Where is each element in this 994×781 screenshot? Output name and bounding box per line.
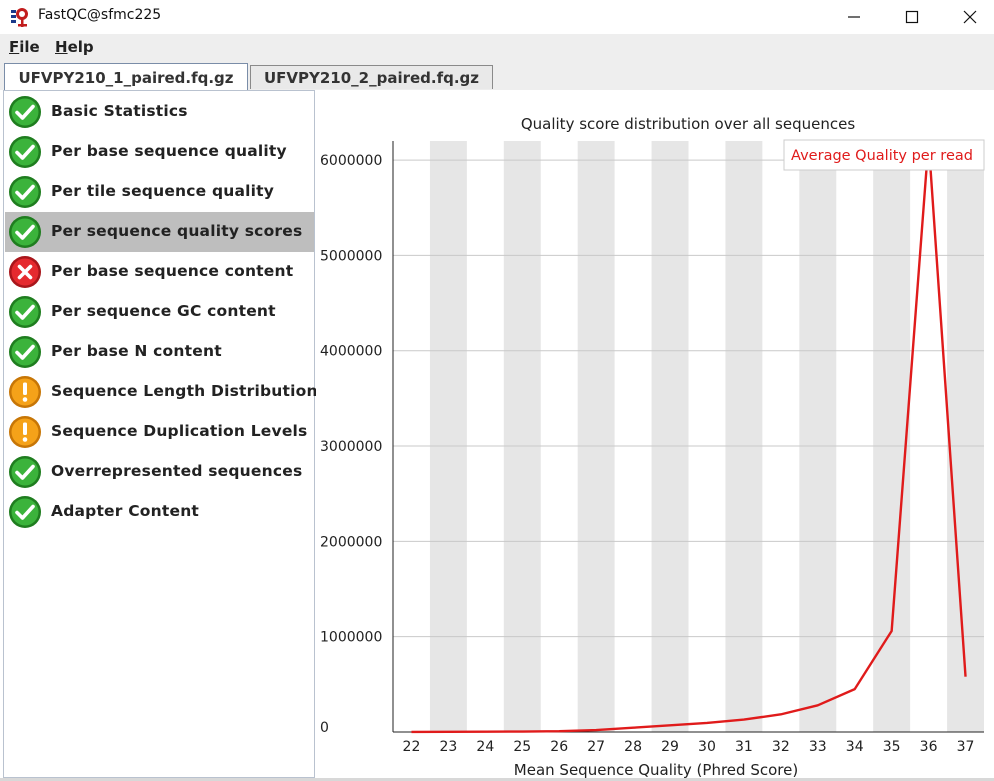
x-tick-label: 22 bbox=[403, 739, 421, 755]
x-tick-label: 29 bbox=[661, 739, 679, 755]
minimize-icon bbox=[848, 16, 860, 18]
pass-check-icon bbox=[9, 96, 41, 128]
module-label: Per base sequence content bbox=[51, 262, 294, 280]
module-sequence-length-distribution[interactable]: Sequence Length Distribution bbox=[5, 372, 318, 412]
x-tick-label: 25 bbox=[513, 739, 531, 755]
menu-bar: File Help bbox=[0, 34, 994, 60]
module-basic-statistics[interactable]: Basic Statistics bbox=[5, 92, 314, 132]
module-per-tile-sequence-quality[interactable]: Per tile sequence quality bbox=[5, 172, 314, 212]
x-tick-label: 30 bbox=[698, 739, 716, 755]
tab-file-1-label: UFVPY210_1_paired.fq.gz bbox=[18, 68, 234, 87]
chart-band bbox=[873, 141, 911, 732]
chart-panel: 0 1000000 2000000 3000000 4000000 5000000 6000… bbox=[316, 90, 994, 781]
module-label: Per sequence GC content bbox=[51, 302, 276, 320]
x-tick-label: 37 bbox=[957, 739, 975, 755]
module-label: Basic Statistics bbox=[51, 102, 188, 120]
file-tab-strip: UFVPY210_1_paired.fq.gz UFVPY210_2_paire… bbox=[0, 60, 994, 91]
maximize-button[interactable] bbox=[882, 0, 942, 34]
module-list: Basic Statistics Per base sequence quali… bbox=[3, 90, 318, 778]
menu-help[interactable]: Help bbox=[55, 38, 94, 56]
pass-check-icon bbox=[9, 456, 41, 488]
title-bar: FastQC@sfmc225 bbox=[0, 0, 994, 34]
chart-x-axis-label: Mean Sequence Quality (Phred Score) bbox=[514, 761, 798, 779]
warning-exclamation-icon bbox=[9, 376, 41, 408]
pass-check-icon bbox=[9, 176, 41, 208]
y-tick-label: 3000000 bbox=[320, 439, 382, 455]
fastqc-app-icon bbox=[11, 8, 28, 27]
module-label: Adapter Content bbox=[51, 502, 200, 520]
x-tick-label: 32 bbox=[772, 739, 790, 755]
module-label: Overrepresented sequences bbox=[51, 462, 303, 480]
pass-check-icon bbox=[9, 336, 41, 368]
quality-score-chart: 0 1000000 2000000 3000000 4000000 5000000 6000… bbox=[320, 115, 985, 779]
chart-band bbox=[577, 141, 615, 732]
chart-band bbox=[799, 141, 837, 732]
x-tick-label: 34 bbox=[846, 739, 864, 755]
warning-exclamation-icon bbox=[9, 416, 41, 448]
module-per-base-n-content[interactable]: Per base N content bbox=[5, 332, 314, 372]
module-per-base-sequence-quality[interactable]: Per base sequence quality bbox=[5, 132, 314, 172]
chart-band bbox=[503, 141, 541, 732]
module-label: Sequence Duplication Levels bbox=[51, 422, 308, 440]
tab-file-2-label: UFVPY210_2_paired.fq.gz bbox=[263, 68, 480, 87]
module-per-sequence-gc-content[interactable]: Per sequence GC content bbox=[5, 292, 314, 332]
y-tick-label: 5000000 bbox=[320, 248, 382, 264]
x-tick-label: 35 bbox=[883, 739, 901, 755]
y-tick-label: 6000000 bbox=[320, 153, 382, 169]
x-tick-label: 24 bbox=[476, 739, 494, 755]
tab-file-2[interactable]: UFVPY210_2_paired.fq.gz bbox=[250, 65, 493, 89]
module-label: Sequence Length Distribution bbox=[51, 382, 318, 400]
x-tick-label: 31 bbox=[735, 739, 753, 755]
chart-band bbox=[947, 141, 984, 732]
minimize-button[interactable] bbox=[824, 0, 884, 34]
close-icon bbox=[963, 10, 977, 24]
module-overrepresented-sequences[interactable]: Overrepresented sequences bbox=[5, 452, 314, 492]
module-adapter-content[interactable]: Adapter Content bbox=[5, 492, 314, 532]
x-tick-label: 28 bbox=[624, 739, 642, 755]
legend-label: Average Quality per read bbox=[791, 148, 973, 164]
pass-check-icon bbox=[9, 296, 41, 328]
module-per-sequence-quality-scores[interactable]: Per sequence quality scores bbox=[5, 212, 314, 252]
y-tick-label: 1000000 bbox=[320, 630, 382, 646]
window-title: FastQC@sfmc225 bbox=[38, 7, 162, 23]
x-tick-label: 27 bbox=[587, 739, 605, 755]
pass-check-icon bbox=[9, 136, 41, 168]
window-bottom-edge bbox=[0, 778, 994, 781]
module-label: Per sequence quality scores bbox=[51, 222, 303, 240]
menu-file[interactable]: File bbox=[9, 38, 40, 56]
maximize-icon bbox=[905, 10, 919, 24]
pass-check-icon bbox=[9, 496, 41, 528]
x-tick-label: 33 bbox=[809, 739, 827, 755]
series-line bbox=[411, 139, 967, 734]
chart-band bbox=[429, 141, 467, 732]
chart-band bbox=[725, 141, 763, 732]
y-tick-label: 0 bbox=[320, 720, 329, 736]
chart-band bbox=[651, 141, 689, 732]
module-sequence-duplication-levels[interactable]: Sequence Duplication Levels bbox=[5, 412, 314, 452]
close-button[interactable] bbox=[940, 0, 994, 34]
x-tick-label: 26 bbox=[550, 739, 568, 755]
module-label: Per base N content bbox=[51, 342, 222, 360]
module-per-base-sequence-content[interactable]: Per base sequence content bbox=[5, 252, 314, 292]
pass-check-icon bbox=[9, 216, 41, 248]
fail-cross-icon bbox=[9, 256, 41, 288]
x-tick-label: 23 bbox=[439, 739, 457, 755]
chart-title: Quality score distribution over all sequ… bbox=[521, 115, 855, 133]
x-tick-label: 36 bbox=[920, 739, 938, 755]
y-tick-label: 2000000 bbox=[320, 534, 382, 550]
tab-file-1[interactable]: UFVPY210_1_paired.fq.gz bbox=[4, 63, 248, 91]
module-label: Per base sequence quality bbox=[51, 142, 287, 160]
chart-legend: Average Quality per read bbox=[783, 139, 985, 171]
module-label: Per tile sequence quality bbox=[51, 182, 275, 200]
y-tick-label: 4000000 bbox=[320, 344, 382, 360]
